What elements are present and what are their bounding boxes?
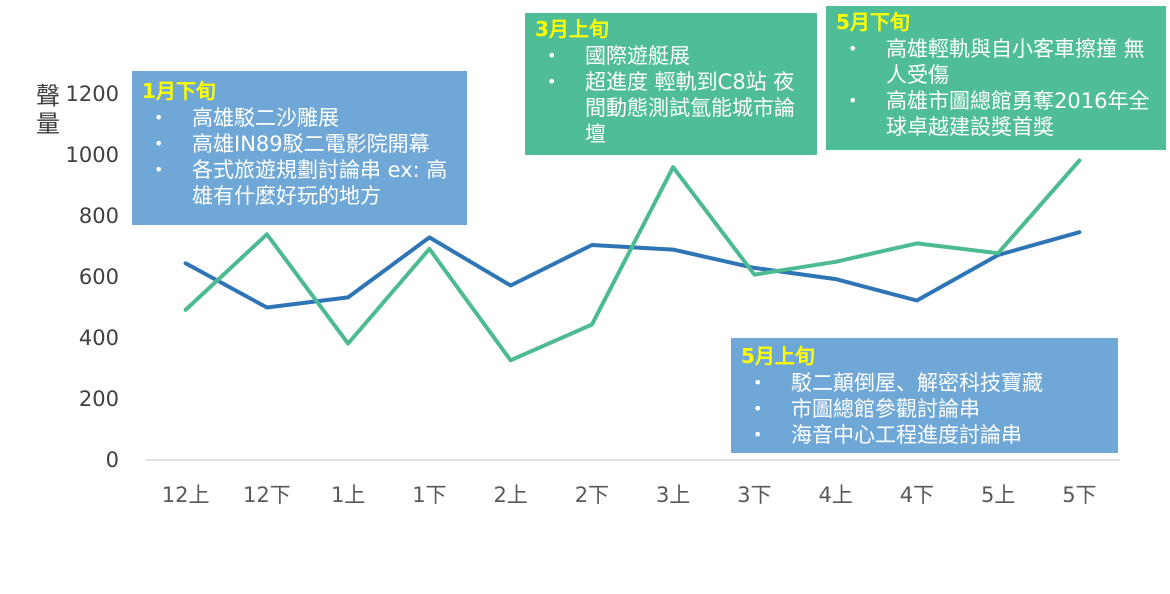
annotation-item: 高雄市圖總館勇奪2016年全球卓越建設獎首獎 [836,88,1160,140]
x-tick-label: 5上 [981,483,1015,507]
x-tick-label: 1上 [331,483,365,507]
y-axis-ticks: 0 200 400 600 800 1000 1200 [66,82,119,472]
annotation-title: 5月下旬 [836,10,910,34]
series-line-2 [183,158,1082,363]
y-tick-label: 800 [79,204,119,228]
annotation-item: 國際遊艇展 [535,43,811,69]
annotation-item: 高雄輕軌與自小客車擦撞 無人受傷 [836,36,1160,88]
y-tick-label: 0 [106,448,119,472]
annotation-may-late: 5月下旬 高雄輕軌與自小客車擦撞 無人受傷 高雄市圖總館勇奪2016年全球卓越建… [826,6,1166,150]
y-tick-label: 600 [79,265,119,289]
x-tick-label: 12下 [243,483,291,507]
y-tick-label: 200 [79,387,119,411]
x-tick-label: 1下 [412,483,446,507]
y-tick-label: 1000 [66,143,119,167]
annotation-item: 超進度 輕軌到C8站 夜間動態測試氫能城市論壇 [535,69,811,147]
annotation-title: 5月上旬 [741,344,815,368]
annotation-item: 市圖總館參觀討論串 [741,396,1112,422]
y-axis-label-char-2: 量 [36,110,60,138]
annotation-item: 高雄駁二沙雕展 [142,105,461,131]
annotation-item: 各式旅遊規劃討論串 ex: 高雄有什麼好玩的地方 [142,157,461,209]
x-tick-label: 4上 [818,483,852,507]
annotation-jan-late: 1月下旬 高雄駁二沙雕展 高雄IN89駁二電影院開幕 各式旅遊規劃討論串 ex:… [132,71,467,225]
x-axis-ticks: 12上 12下 1上 1下 2上 2下 3上 3下 4上 4下 5上 5下 [162,483,1097,507]
x-tick-label: 4下 [900,483,934,507]
x-tick-label: 3下 [737,483,771,507]
annotation-item: 高雄IN89駁二電影院開幕 [142,131,461,157]
annotation-title: 3月上旬 [535,17,609,41]
annotation-mar-early: 3月上旬 國際遊艇展 超進度 輕軌到C8站 夜間動態測試氫能城市論壇 [525,13,817,155]
x-tick-label: 2上 [493,483,527,507]
annotation-item: 駁二顛倒屋、解密科技寶藏 [741,370,1112,396]
x-tick-label: 2下 [575,483,609,507]
annotation-may-early: 5月上旬 駁二顛倒屋、解密科技寶藏 市圖總館參觀討論串 海音中心工程進度討論串 [731,338,1118,453]
annotation-title: 1月下旬 [142,79,216,103]
x-tick-label: 12上 [162,483,210,507]
series-lines [183,158,1082,363]
x-tick-label: 3上 [656,483,690,507]
x-tick-label: 5下 [1062,483,1096,507]
annotation-item: 海音中心工程進度討論串 [741,422,1112,448]
y-tick-label: 1200 [66,82,119,106]
y-tick-label: 400 [79,326,119,350]
y-axis-label-char-1: 聲 [36,82,60,110]
